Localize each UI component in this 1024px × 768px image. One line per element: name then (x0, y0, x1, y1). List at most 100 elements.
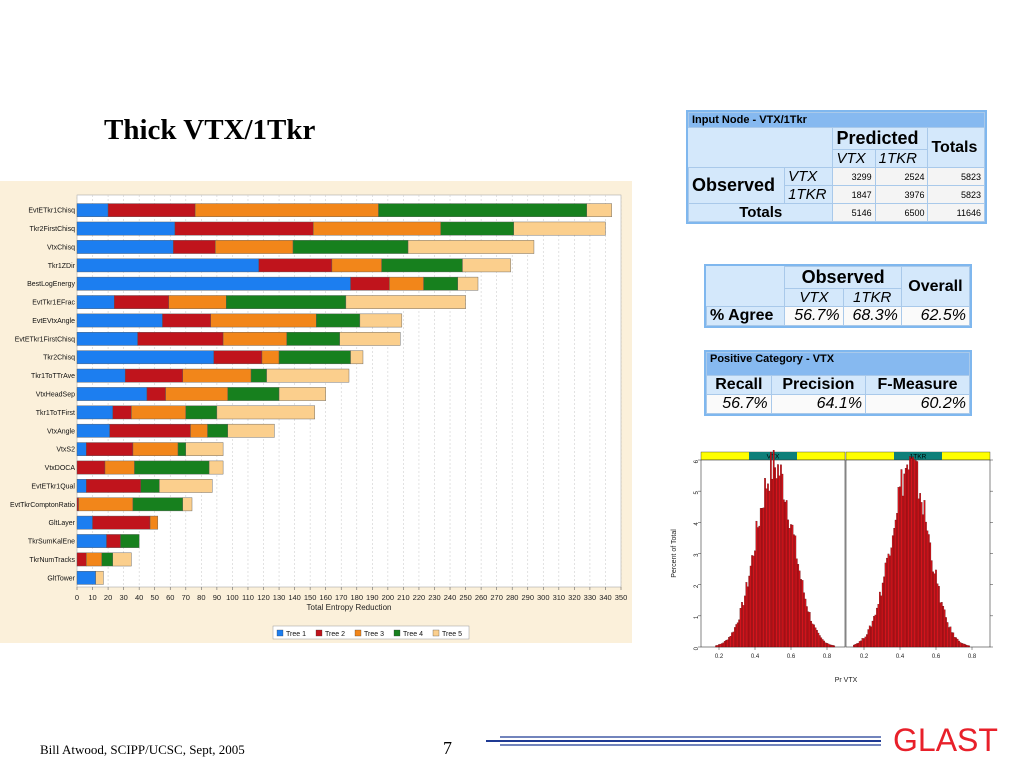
bar-segment (208, 460, 224, 475)
x-tick-label: 230 (428, 593, 441, 602)
legend-label: Tree 3 (364, 631, 384, 638)
hist-bar (930, 560, 933, 648)
hist-bar (899, 486, 901, 648)
hist-bar (938, 586, 940, 648)
bar-segment (76, 570, 96, 585)
y-category-label: BestLogEnergy (27, 281, 75, 288)
x-tick-label: 270 (490, 593, 503, 602)
hist-bar (896, 513, 898, 648)
bar-segment (76, 332, 138, 346)
glast-logo: GLAST (893, 722, 998, 758)
cell-vtx-total: 5823 (927, 167, 985, 186)
agree-1tkr: 68.3% (842, 306, 902, 326)
bar-segment (173, 240, 216, 254)
hist-bar (902, 495, 904, 648)
bar-segment (132, 442, 179, 456)
hist-bar (863, 638, 865, 648)
x-tick-label: 310 (553, 593, 566, 602)
hist-bar (771, 478, 774, 648)
cell-vtx-1tkr: 2524 (874, 167, 929, 186)
hist-bar (916, 461, 919, 648)
bar-segment (423, 276, 458, 291)
hist-bar (744, 595, 746, 648)
bar-segment (76, 276, 351, 291)
total-1tkr: 6500 (874, 203, 929, 222)
confusion-table: Input Node - VTX/1Tkr Predicted Totals V… (686, 110, 987, 224)
bar-segment (381, 258, 463, 273)
hist-bar (927, 534, 930, 648)
slide-title: Thick VTX/1Tkr (104, 114, 316, 146)
hist-bar (961, 643, 963, 648)
y-category-label: EvtTkr1EFrac (32, 300, 75, 307)
entropy-bar-chart: 0 10 20 30 40 50 60 70 80 90 100 110 120 130 140 150 160… (0, 181, 632, 643)
positive-table-header: Positive Category - VTX (706, 352, 970, 376)
hist-bar (870, 626, 873, 648)
hist-bar (781, 473, 784, 648)
hist-bar (718, 644, 720, 648)
y-category-label: Tkr2FirstChisq (29, 226, 75, 233)
x-tick-label: 0.6 (932, 654, 941, 660)
obs-row-vtx: VTX (784, 167, 834, 186)
hist-bar (813, 624, 815, 648)
hist-bar (950, 632, 953, 648)
bar-segment (226, 295, 347, 309)
bar-segment (250, 368, 267, 383)
bar-segment (586, 203, 612, 218)
hist-bar (827, 643, 830, 648)
bar-segment (286, 332, 340, 346)
bar-segment (258, 258, 333, 273)
bar-segment (76, 387, 148, 401)
bar-segment (261, 350, 280, 365)
hist-bar (889, 555, 891, 648)
hist-bar (909, 456, 911, 648)
hist-bar (948, 627, 950, 648)
hist-bar (723, 641, 726, 648)
y-category-label: VtxChisq (47, 244, 75, 251)
cell-1tkr-total: 5823 (927, 185, 985, 204)
hist-bar (881, 582, 884, 648)
x-tick-label: 300 (537, 593, 550, 602)
bar-segment (109, 423, 191, 438)
legend-swatch (354, 629, 362, 637)
bar-segment (185, 405, 218, 420)
x-tick-label: 90 (213, 593, 221, 602)
y-category-label: EvtEVtxAngle (32, 318, 75, 325)
precision-header: Precision (770, 375, 867, 395)
hist-bar (940, 602, 943, 648)
precision-value: 64.1% (770, 394, 867, 414)
hist-bar (829, 644, 831, 648)
bar-segment (185, 442, 224, 456)
totals-row-label: Totals (687, 203, 834, 222)
bar-segment (292, 240, 409, 254)
bar-segment (513, 221, 606, 236)
bar-segment (76, 368, 126, 383)
hist-bar (811, 623, 814, 648)
agree-row-label: % Agree (705, 306, 786, 326)
hist-bar (805, 606, 808, 648)
hist-bar (936, 583, 939, 648)
hist-bar (821, 639, 824, 648)
hist-bar (736, 622, 739, 648)
hist-bar (963, 643, 966, 648)
hist-bar (933, 573, 936, 648)
x-tick-label: 260 (475, 593, 488, 602)
hist-bar (906, 464, 909, 648)
bar-segment (227, 423, 275, 438)
x-tick-label: 0.8 (968, 654, 977, 660)
hist-bar (955, 637, 958, 648)
bar-segment (407, 240, 535, 254)
bar-segment (112, 552, 132, 567)
bar-segment (213, 350, 263, 365)
hist-bar (858, 641, 861, 648)
hist-bar (803, 592, 805, 648)
hist-bar (735, 624, 738, 648)
hist-bar (754, 550, 756, 648)
bar-segment (345, 295, 466, 309)
bar-segment (76, 552, 87, 567)
bar-segment (278, 350, 351, 365)
hist-bar (798, 570, 801, 648)
bar-segment (76, 515, 93, 530)
hist-bar (935, 569, 937, 648)
y-category-label: Tkr2Chisq (43, 355, 75, 362)
hist-bar (833, 645, 836, 648)
